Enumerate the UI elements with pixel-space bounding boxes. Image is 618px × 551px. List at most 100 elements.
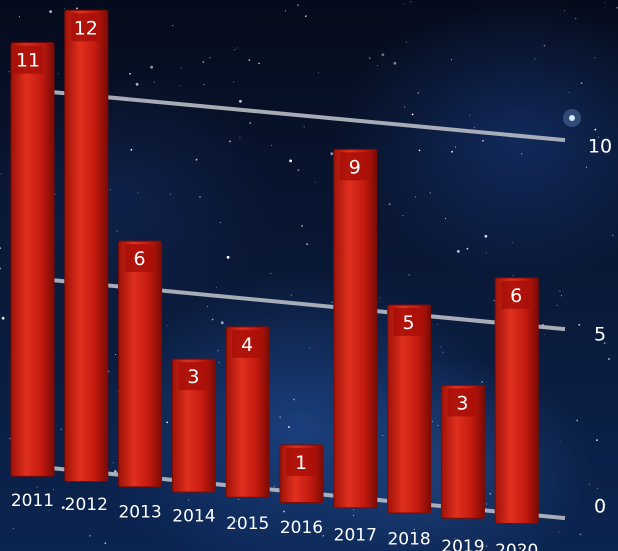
star — [512, 275, 514, 277]
star — [179, 85, 181, 87]
star — [36, 486, 38, 488]
star — [1, 316, 5, 320]
star — [219, 222, 221, 223]
star — [112, 462, 114, 464]
star — [404, 106, 406, 108]
star — [484, 234, 488, 238]
data-label-box-2015 — [232, 329, 263, 358]
star — [454, 537, 456, 539]
star — [485, 545, 488, 548]
x-tick-2017: 2017 — [334, 526, 377, 546]
star — [54, 193, 56, 195]
star — [594, 128, 597, 131]
star — [248, 59, 251, 61]
star — [297, 169, 300, 172]
star — [403, 3, 405, 5]
star — [237, 47, 238, 49]
star — [202, 61, 205, 63]
star — [180, 67, 182, 69]
star — [560, 295, 562, 297]
star — [612, 234, 614, 236]
star — [8, 71, 10, 73]
star — [135, 82, 139, 86]
data-label-2019: 3 — [456, 392, 468, 414]
star — [209, 57, 211, 59]
data-label-box-2018 — [393, 307, 424, 336]
data-label-2015: 4 — [241, 334, 253, 356]
data-label-box-2016 — [286, 447, 316, 476]
star — [451, 150, 454, 153]
star — [437, 424, 439, 426]
star — [597, 487, 599, 489]
star — [596, 439, 598, 441]
star — [579, 533, 582, 536]
data-label-box-2020 — [501, 280, 532, 309]
x-tick-2012: 2012 — [65, 495, 108, 515]
star — [218, 362, 220, 364]
star — [229, 140, 231, 143]
star — [203, 84, 205, 86]
star — [456, 250, 460, 253]
star — [290, 294, 292, 296]
star — [418, 149, 421, 152]
star — [166, 325, 168, 327]
star — [575, 18, 577, 20]
star — [285, 10, 286, 12]
data-label-box-2012 — [70, 13, 101, 42]
star — [405, 41, 407, 43]
star — [303, 126, 305, 128]
bar-2013 — [118, 240, 163, 488]
data-label-2013: 6 — [134, 248, 146, 270]
star — [306, 243, 308, 246]
star — [578, 324, 581, 326]
star — [279, 416, 282, 419]
star — [322, 534, 325, 537]
star — [283, 510, 285, 513]
star — [270, 272, 272, 274]
star — [417, 92, 420, 94]
data-label-2017: 9 — [349, 156, 361, 178]
star — [195, 158, 198, 161]
star — [188, 499, 190, 501]
bar-2012 — [64, 9, 109, 482]
star — [402, 215, 404, 217]
star — [559, 440, 561, 442]
bar-2014 — [171, 358, 216, 493]
star — [429, 192, 431, 194]
star — [60, 428, 62, 430]
star — [239, 99, 242, 103]
star — [379, 297, 381, 299]
star — [289, 159, 292, 163]
star — [353, 509, 355, 511]
x-tick-2016: 2016 — [280, 518, 323, 538]
star — [381, 53, 385, 57]
star — [129, 72, 132, 75]
star — [301, 225, 303, 227]
star — [76, 7, 78, 10]
bar-2018 — [387, 304, 432, 514]
star — [556, 304, 558, 306]
star — [293, 398, 295, 401]
star — [388, 203, 391, 206]
star — [519, 547, 521, 549]
star — [534, 58, 536, 60]
data-label-2012: 12 — [74, 17, 98, 39]
y-tick-5: 5 — [594, 324, 606, 346]
x-tick-2018: 2018 — [387, 529, 430, 549]
star — [486, 503, 488, 505]
data-label-2014: 3 — [187, 366, 199, 388]
star — [249, 122, 252, 124]
star — [172, 25, 174, 27]
bar-2020 — [494, 277, 539, 524]
star — [166, 421, 169, 424]
star — [603, 342, 606, 344]
y-tick-labels: 0 5 10 — [588, 136, 612, 518]
star — [48, 509, 50, 511]
star — [271, 145, 272, 146]
data-label-box-2013 — [124, 244, 155, 273]
x-tick-2019: 2019 — [441, 537, 484, 551]
star — [288, 522, 290, 524]
star — [170, 193, 172, 195]
